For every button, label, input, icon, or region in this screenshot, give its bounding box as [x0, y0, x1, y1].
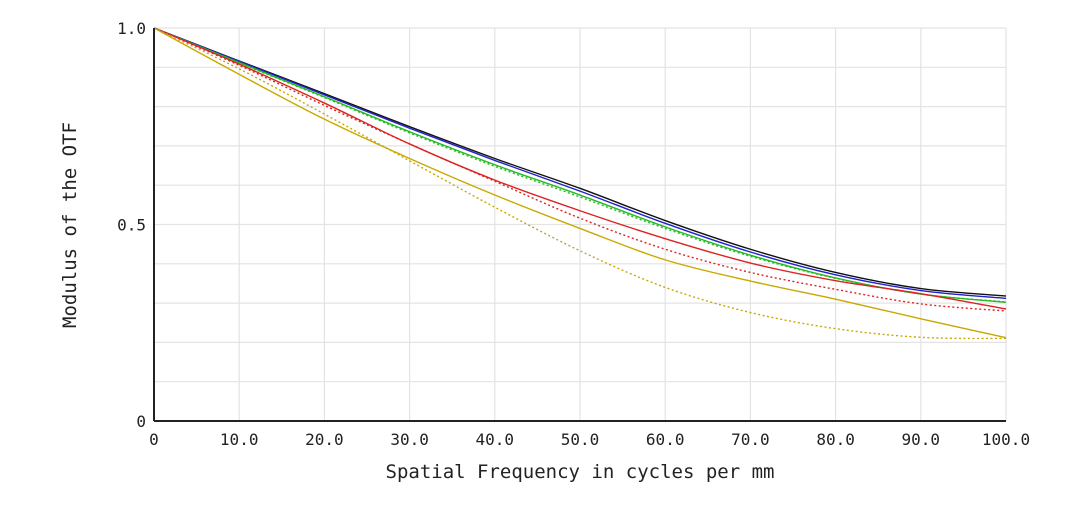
- series-line-yellow-dotted: [153, 27, 1007, 340]
- x-axis-title: Spatial Frequency in cycles per mm: [386, 461, 775, 483]
- y-tick-label: 1.0: [117, 19, 146, 38]
- series-line-yellow-solid: [153, 27, 1007, 339]
- x-tick-label: 0: [149, 430, 159, 449]
- series-lines: [153, 27, 1007, 340]
- x-tick-label: 90.0: [902, 430, 941, 449]
- x-tick-label: 60.0: [646, 430, 685, 449]
- axes: [153, 28, 1006, 422]
- series-line-red-solid: [153, 27, 1007, 310]
- y-tick-label: 0: [136, 412, 146, 431]
- x-tick-label: 50.0: [561, 430, 600, 449]
- x-tick-label: 40.0: [476, 430, 515, 449]
- x-tick-label: 10.0: [220, 430, 259, 449]
- x-tick-label: 20.0: [305, 430, 344, 449]
- series-line-blue-solid: [153, 27, 1007, 300]
- series-line-red-dotted: [153, 27, 1007, 312]
- x-tick-label: 30.0: [390, 430, 429, 449]
- x-tick-label: 100.0: [982, 430, 1030, 449]
- x-tick-label: 80.0: [816, 430, 855, 449]
- series-line-green-dotted: [153, 27, 1007, 303]
- y-tick-labels: 0 0.5 1.0: [117, 19, 146, 431]
- y-tick-label: 0.5: [117, 216, 146, 235]
- grid: [154, 27, 1007, 421]
- x-tick-labels: 0 10.0 20.0 30.0 40.0 50.0 60.0 70.0 80.0 90.0 100…: [149, 430, 1030, 449]
- y-axis-title: Modulus of the OTF: [59, 122, 81, 328]
- x-tick-label: 70.0: [731, 430, 770, 449]
- series-line-black-solid: [153, 27, 1007, 297]
